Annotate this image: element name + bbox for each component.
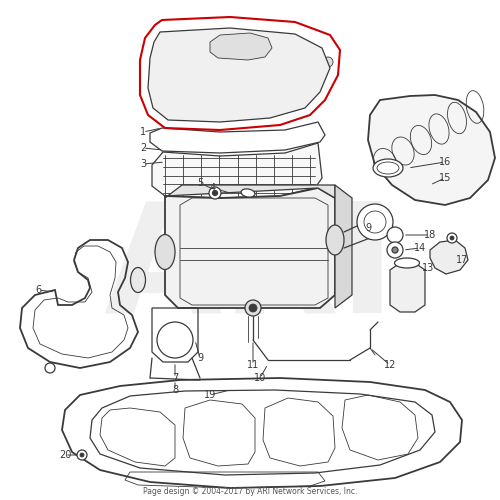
Polygon shape (390, 263, 425, 312)
Text: 2: 2 (140, 143, 146, 153)
Circle shape (387, 227, 403, 243)
Text: 4: 4 (210, 183, 216, 193)
Text: 16: 16 (439, 157, 451, 167)
Ellipse shape (326, 225, 344, 255)
Ellipse shape (373, 159, 403, 177)
Circle shape (157, 322, 193, 358)
Text: 19: 19 (204, 390, 216, 400)
Circle shape (245, 300, 261, 316)
Text: 13: 13 (422, 263, 434, 273)
Text: 20: 20 (59, 450, 71, 460)
Ellipse shape (155, 234, 175, 270)
Circle shape (212, 190, 218, 196)
Text: Page design © 2004-2017 by ARI Network Services, Inc.: Page design © 2004-2017 by ARI Network S… (143, 488, 357, 496)
Circle shape (450, 236, 454, 240)
Circle shape (45, 363, 55, 373)
Polygon shape (152, 143, 322, 198)
Polygon shape (148, 28, 330, 122)
Polygon shape (335, 185, 352, 308)
Text: 10: 10 (254, 373, 266, 383)
Circle shape (357, 204, 393, 240)
Ellipse shape (241, 189, 255, 197)
Polygon shape (430, 240, 468, 274)
Polygon shape (165, 188, 335, 308)
Text: 6: 6 (35, 285, 41, 295)
Circle shape (150, 57, 160, 67)
Text: 11: 11 (247, 360, 259, 370)
Circle shape (209, 187, 221, 199)
Text: 15: 15 (439, 173, 451, 183)
Text: 7: 7 (172, 373, 178, 383)
Text: 3: 3 (140, 159, 146, 169)
Circle shape (80, 453, 84, 457)
Text: ARI: ARI (104, 196, 397, 344)
Text: 18: 18 (424, 230, 436, 240)
Polygon shape (368, 95, 495, 205)
Text: 17: 17 (456, 255, 468, 265)
Circle shape (447, 233, 457, 243)
Text: 12: 12 (384, 360, 396, 370)
Polygon shape (210, 33, 272, 60)
Text: 9: 9 (365, 223, 371, 233)
Text: 8: 8 (172, 385, 178, 395)
Ellipse shape (130, 268, 146, 292)
Ellipse shape (394, 258, 419, 268)
Polygon shape (165, 185, 335, 198)
Circle shape (323, 57, 333, 67)
Text: 9: 9 (197, 353, 203, 363)
Text: 14: 14 (414, 243, 426, 253)
Text: 5: 5 (197, 178, 203, 188)
Circle shape (392, 247, 398, 253)
Text: 1: 1 (140, 127, 146, 137)
Circle shape (249, 304, 257, 312)
Circle shape (387, 242, 403, 258)
Circle shape (77, 450, 87, 460)
